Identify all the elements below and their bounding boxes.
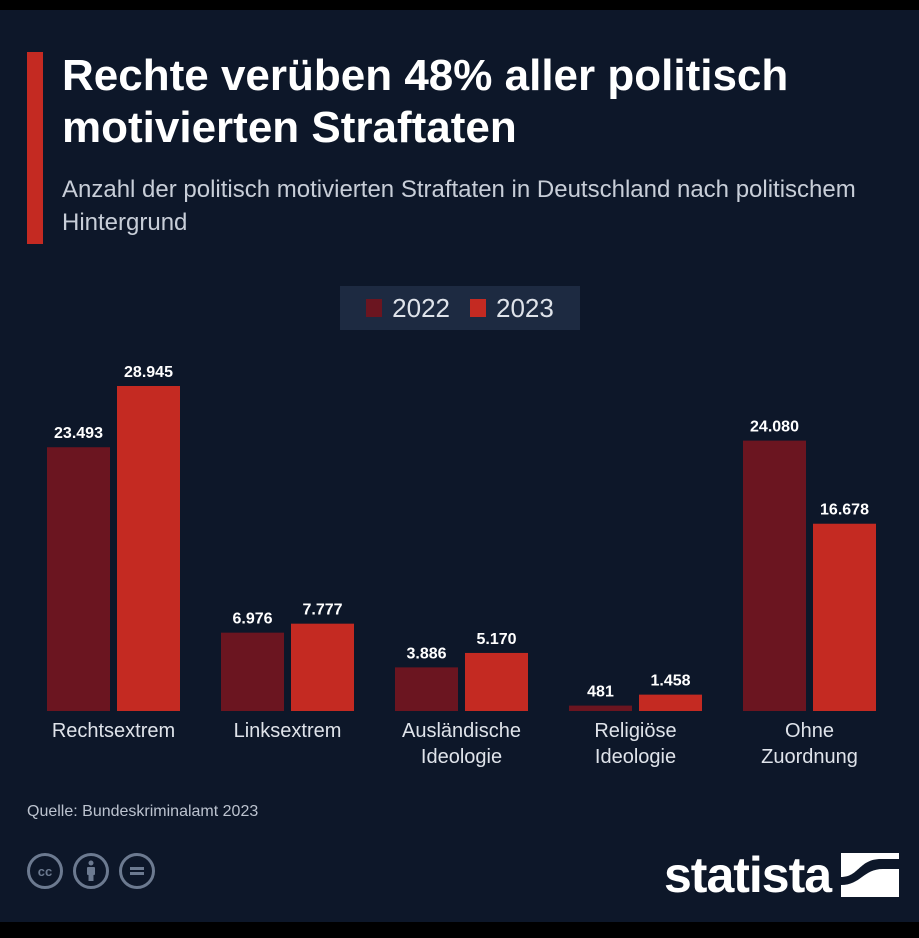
legend-item-2022: 2022 [366,293,450,324]
bar-2023 [465,652,528,711]
data-label-2023: 5.170 [476,631,516,648]
nd-icon [119,853,155,889]
legend-label-2023: 2023 [496,292,554,323]
category-label: Ideologie [421,746,502,768]
data-label-2022: 23.493 [54,425,103,442]
data-label-2022: 6.976 [232,611,272,628]
cc-icon: cc [27,853,63,889]
statista-logo-mark-icon [841,853,900,897]
title-accent-bar [27,52,43,244]
data-label-2022: 24.080 [750,419,799,436]
data-label-2023: 16.678 [820,502,869,519]
data-label-2023: 1.458 [650,673,690,690]
chart-subtitle: Anzahl der politisch motivierten Strafta… [62,176,856,236]
category-label: Ideologie [595,746,676,768]
bar-2023 [639,694,702,711]
source-note: Quelle: Bundeskriminalamt 2023 [27,803,259,820]
legend-swatch-2022 [366,299,383,317]
bar-2023 [813,523,876,711]
legend-label-2022: 2022 [392,292,450,323]
bar-chart: 23.493 28.945 Rechtsextrem 6.976 7.777 Linkse… [47,364,876,768]
data-label-2023: 28.945 [124,364,173,381]
legend-swatch-2023 [470,299,486,317]
category-label: Rechtsextrem [52,720,175,742]
category-label: Ausländische [402,720,521,742]
bar-2022 [395,667,458,711]
bar-2022 [743,440,806,711]
data-label-2022: 481 [587,684,614,701]
legend-item-2023: 2023 [470,293,554,324]
category-label: Zuordnung [761,746,858,768]
bar-2022 [221,632,284,711]
by-icon [73,853,109,889]
chart-title: Rechte verüben 48% aller politisch motiv… [62,51,789,152]
category-label: Ohne [785,720,834,742]
category-label: Linksextrem [234,720,342,742]
bar-2023 [291,623,354,711]
data-label-2023: 7.777 [302,602,342,619]
legend: 2022 2023 [340,286,580,330]
category-label: Religiöse [594,720,676,742]
statista-logo: statista [664,846,900,904]
bar-2023 [117,386,180,711]
bar-2022 [47,447,110,711]
brand-name: statista [664,847,832,903]
bar-2022 [569,705,632,711]
data-label-2022: 3.886 [406,645,446,662]
